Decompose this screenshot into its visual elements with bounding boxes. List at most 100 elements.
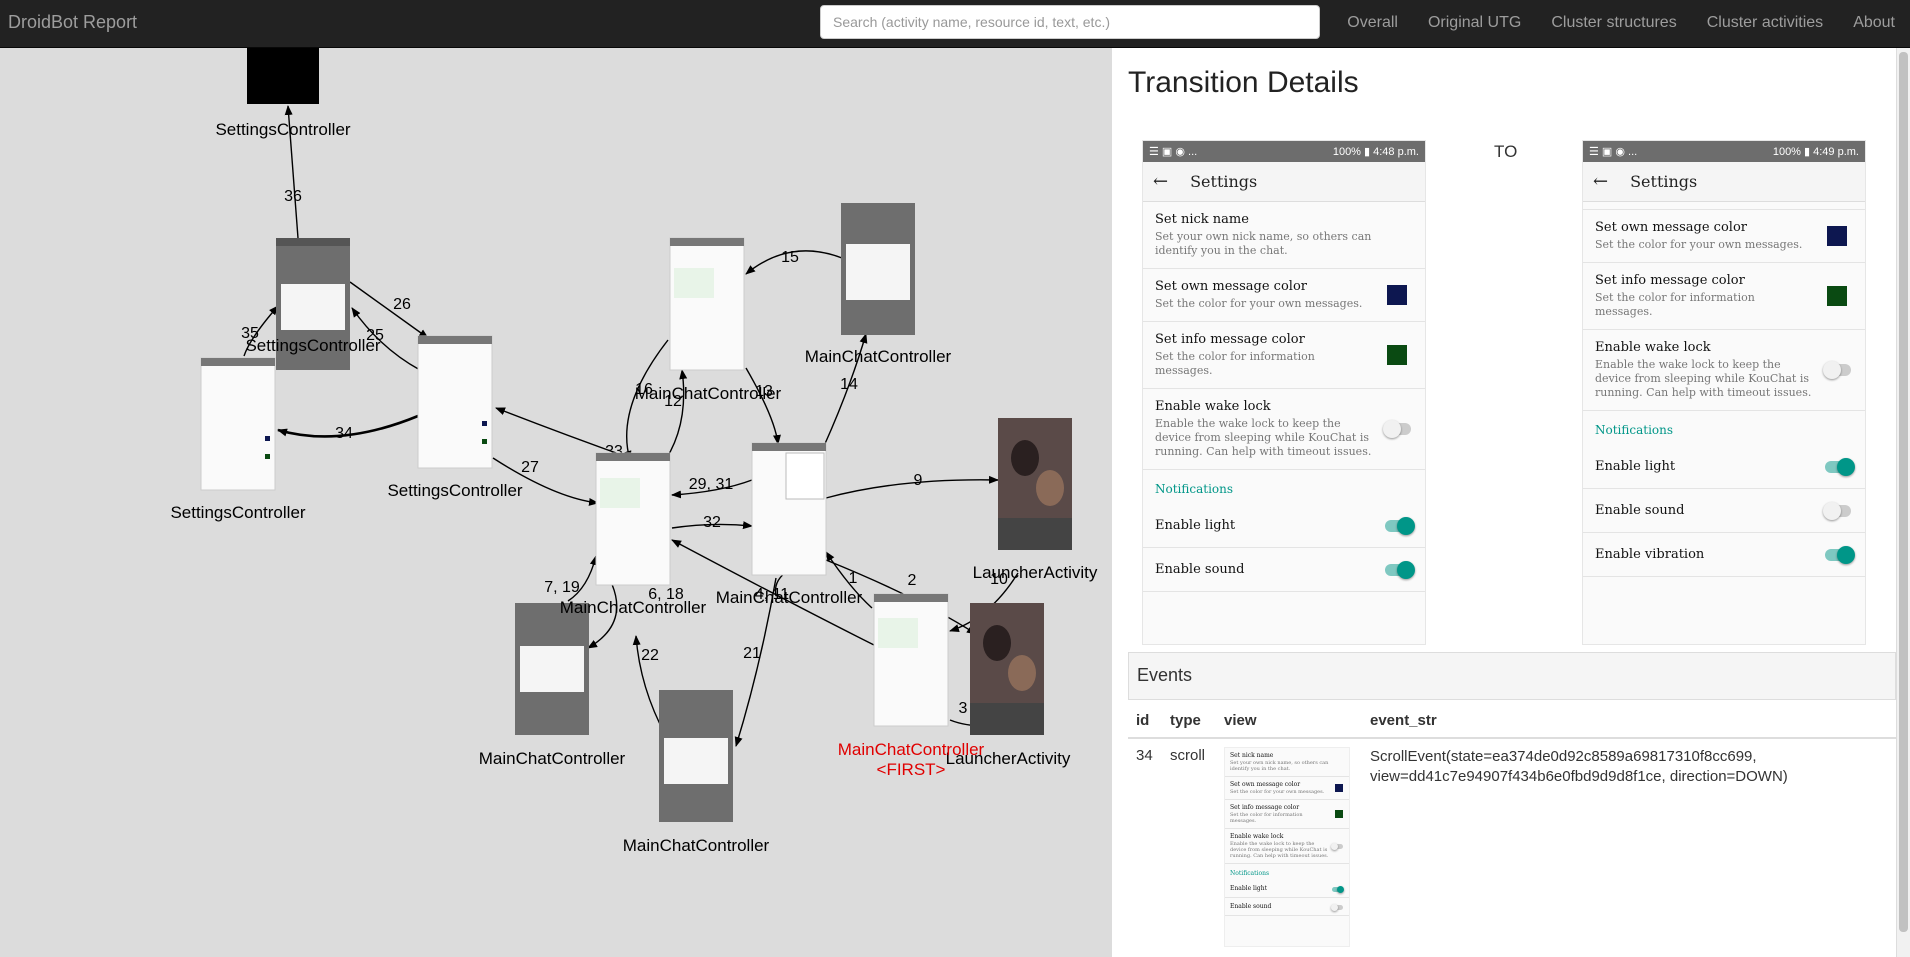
edge-27[interactable] [492, 457, 599, 506]
edge-1[interactable] [825, 551, 873, 609]
edge-label-25: 25 [366, 327, 384, 344]
edge-15[interactable] [745, 250, 843, 275]
node-thumb-n7[interactable] [595, 452, 671, 586]
pref-title: Set own message color [1155, 279, 1307, 294]
edge-13[interactable] [745, 367, 781, 445]
node-label-n6[interactable]: MainChatController [805, 347, 952, 366]
nav-link-cluster-activities[interactable]: Cluster activities [1706, 14, 1824, 31]
node-label-n2[interactable]: SettingsController [245, 336, 380, 355]
nav-link-cluster-structures[interactable]: Cluster structures [1551, 14, 1677, 31]
search-input[interactable] [820, 5, 1320, 39]
node-thumb-n6[interactable] [841, 203, 915, 335]
edge-label-22: 22 [641, 647, 659, 664]
edge-label-35: 35 [241, 325, 259, 342]
mini-pref-info-color: Set info message color Set the color for… [1225, 800, 1349, 829]
table-row[interactable]: 34 scroll Set nick name Set your own nic… [1128, 738, 1896, 955]
node-label-n3[interactable]: SettingsController [170, 503, 305, 522]
edge-36[interactable] [284, 105, 299, 239]
nav-link-overall[interactable]: Overall [1347, 14, 1398, 31]
event-view-thumbnail[interactable]: Set nick name Set your own nick name, so… [1224, 747, 1350, 947]
node-thumb-n10[interactable] [659, 690, 733, 822]
edge-first-to-n7[interactable] [671, 539, 877, 647]
node-label-n7[interactable]: MainChatController [560, 598, 707, 617]
edge-33[interactable] [495, 407, 631, 459]
from-screenshot[interactable]: ☰ ▣ ◉ ... 100% ▮ 4:48 p.m. ← Settings Se… [1142, 140, 1426, 645]
node-label-n9[interactable]: MainChatController [479, 749, 626, 768]
scrollbar-thumb[interactable] [1899, 52, 1908, 932]
nav-link-original-utg[interactable]: Original UTG [1427, 14, 1522, 31]
edge-label-16: 16 [635, 381, 653, 398]
panel-title: Transition Details [1128, 66, 1359, 99]
enable-sound-toggle [1823, 501, 1851, 520]
node-thumb-n12[interactable] [970, 603, 1044, 735]
edge-label-34: 34 [335, 425, 353, 442]
back-arrow-icon: ← [1593, 171, 1609, 192]
node-label-n8[interactable]: MainChatController [716, 588, 863, 607]
pref-summary: Enable the wake lock to keep the device … [1595, 358, 1812, 399]
node-thumb-n2[interactable] [276, 238, 350, 370]
edge-34[interactable] [277, 414, 419, 438]
col-type: type [1162, 700, 1216, 739]
edge-719[interactable] [567, 555, 598, 602]
col-id: id [1128, 700, 1162, 739]
node-thumb-first[interactable] [873, 593, 949, 727]
brand-title[interactable]: DroidBot Report [8, 12, 138, 32]
node-label-n5[interactable]: MainChatController [635, 384, 782, 403]
node-label-n4[interactable]: SettingsController [387, 481, 522, 500]
notifications-section: Notifications [1595, 423, 1674, 437]
edge-2931[interactable] [671, 479, 753, 499]
edge-14[interactable] [823, 333, 868, 447]
edge-32[interactable] [671, 521, 753, 530]
to-app-bar-title: Settings [1630, 172, 1698, 191]
notifications-section: Notifications [1230, 870, 1270, 877]
node-thumb-n9[interactable] [515, 603, 589, 735]
info-color-swatch [1387, 345, 1407, 365]
node-label-n10[interactable]: MainChatController [623, 836, 770, 855]
pref-title: Set own message color [1595, 220, 1747, 235]
node-label-n11[interactable]: LauncherActivity [973, 563, 1098, 582]
node-thumb-n8[interactable] [751, 442, 827, 576]
edge-26[interactable] [349, 281, 429, 339]
enable-light-toggle [1332, 885, 1344, 893]
node-thumb-n4[interactable] [417, 335, 493, 469]
mini-pref-own-color: Set own message color Set the color for … [1225, 777, 1349, 800]
to-screenshot[interactable]: ☰ ▣ ◉ ... 100% ▮ 4:49 p.m. ← Settings Se… [1582, 140, 1866, 645]
from-status-left: ☰ ▣ ◉ ... [1149, 146, 1198, 158]
pref-info-color: Set info message color Set the color for… [1143, 322, 1425, 389]
edge-9[interactable] [825, 475, 999, 499]
enable-light-toggle [1385, 516, 1415, 535]
node-label-n1[interactable]: SettingsController [215, 120, 350, 139]
node-thumbnails [200, 48, 1072, 822]
panel-scrollbar[interactable] [1896, 48, 1910, 957]
nav-link-about[interactable]: About [1853, 14, 1895, 31]
node-label-n12[interactable]: LauncherActivity [946, 749, 1071, 768]
pref-summary: Set your own nick name, so others can id… [1230, 760, 1329, 772]
edge-35[interactable] [243, 305, 279, 357]
edge-label-29-31: 29, 31 [689, 476, 734, 493]
node-thumb-n3[interactable] [200, 357, 276, 491]
pref-summary: Set the color for your own messages. [1595, 238, 1803, 251]
wake-lock-toggle [1823, 361, 1851, 379]
node-thumb-n1[interactable] [247, 48, 319, 104]
mini-pref-light: Enable light [1225, 880, 1349, 898]
pref-summary: Set the color for information messages. [1230, 812, 1303, 824]
mini-pref-nick: Set nick name Set your own nick name, so… [1225, 748, 1349, 777]
node-label-first[interactable]: MainChatController [838, 740, 985, 759]
utg-graph[interactable]: 36 35 25 26 34 27 33 15 16 12 13 14 29, … [0, 48, 1112, 957]
own-color-swatch [1335, 784, 1343, 792]
pref-title: Enable light [1230, 885, 1267, 892]
col-event-str: event_str [1362, 700, 1896, 739]
from-app-bar: ← Settings [1143, 162, 1425, 202]
edge-21[interactable] [734, 577, 777, 747]
pref-title: Set nick name [1230, 752, 1274, 759]
pref-enable-vibration: Enable vibration [1583, 533, 1865, 577]
edge-label-32: 32 [703, 514, 721, 531]
edge-16[interactable] [623, 339, 669, 461]
edge-25[interactable] [351, 307, 421, 371]
node-thumb-n5[interactable] [669, 237, 745, 371]
node-thumb-n11[interactable] [998, 418, 1072, 550]
graph-canvas[interactable]: 36 35 25 26 34 27 33 15 16 12 13 14 29, … [0, 48, 1112, 957]
edge-label-7-19: 7, 19 [544, 579, 580, 596]
edge-label-15: 15 [781, 249, 799, 266]
from-status-right: 100% ▮ 4:48 p.m. [1332, 146, 1419, 158]
